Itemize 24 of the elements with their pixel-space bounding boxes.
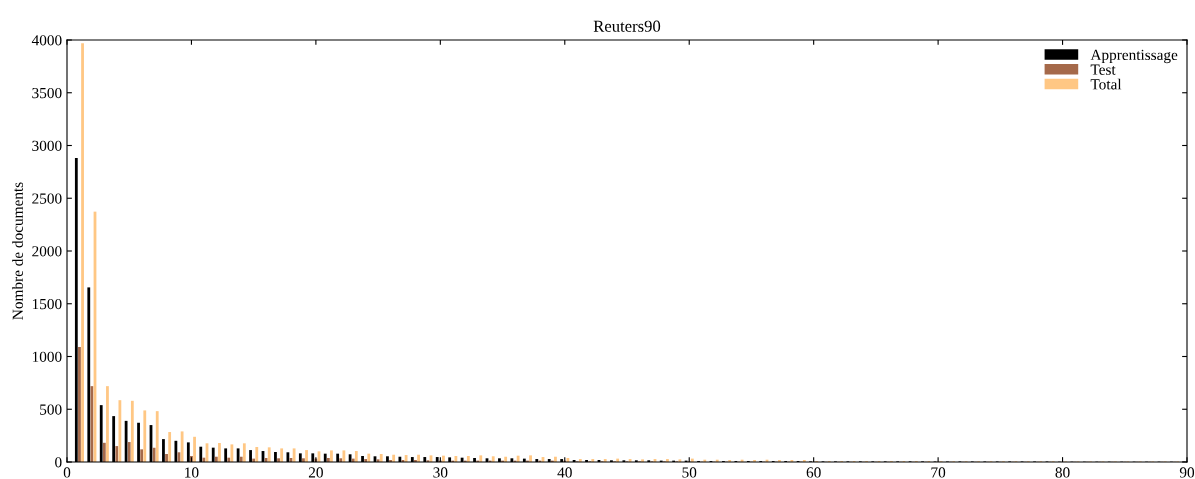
y-tick-label: 1500 <box>32 298 62 310</box>
x-tick-label: 90 <box>1179 467 1195 478</box>
x-tick-label: 30 <box>433 467 448 478</box>
legend-label: Test <box>1090 64 1116 75</box>
x-tick-label: 40 <box>557 467 572 478</box>
y-tick-label: 2500 <box>32 193 62 204</box>
y-tick-label: 3000 <box>32 140 62 151</box>
y-tick-label: 500 <box>40 404 62 415</box>
x-tick-label: 10 <box>185 467 199 478</box>
y-tick-label: 2000 <box>32 246 62 257</box>
y-tick-label: 3500 <box>32 87 62 99</box>
x-tick-label: 70 <box>931 467 946 478</box>
y-axis-title: Nombre de documents <box>12 182 23 320</box>
x-tick-label: 0 <box>63 467 71 478</box>
x-tick-label: 50 <box>682 467 697 478</box>
x-tick-label: 20 <box>308 467 323 478</box>
x-tick-label: 80 <box>1055 467 1070 478</box>
legend-label: Total <box>1090 78 1122 90</box>
chart-title: Reuters90 <box>593 20 661 32</box>
x-tick-label: 60 <box>806 467 821 478</box>
y-tick-label: 0 <box>55 457 62 468</box>
y-tick-label: 1000 <box>32 351 62 362</box>
legend-label: Apprentissage <box>1090 49 1178 64</box>
y-tick-label: 4000 <box>31 35 62 46</box>
